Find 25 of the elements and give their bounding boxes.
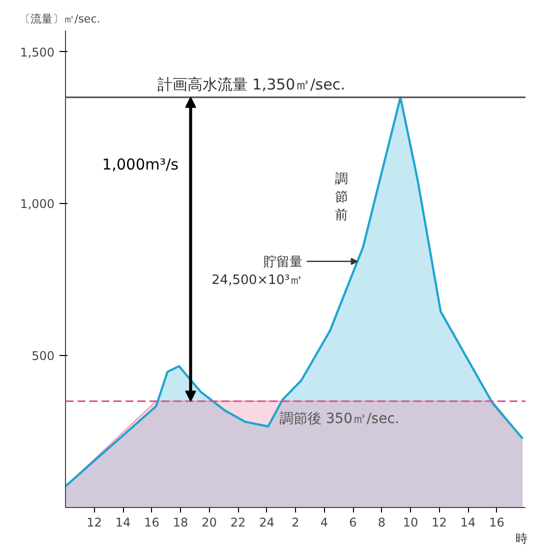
x-tick-label: 6 <box>349 516 357 530</box>
x-tick-label: 4 <box>320 516 328 530</box>
x-tick-label: 24 <box>259 516 274 530</box>
x-tick-label: 14 <box>460 516 476 530</box>
ref-line-label: 計画高水流量 1,350㎥/sec. <box>158 75 346 94</box>
ref-line-label: 調節後 350㎥/sec. <box>279 411 400 428</box>
y-tick-label: 500 <box>32 349 54 364</box>
x-tick-label: 8 <box>378 516 386 530</box>
annotation: 貯留量 24,500×10³㎥ <box>212 254 303 288</box>
x-tick-label: 16 <box>144 516 160 530</box>
x-tick-label: 2 <box>292 516 300 530</box>
x-tick-label: 20 <box>202 516 217 530</box>
y-tick-label: 1,000 <box>20 197 55 212</box>
x-axis-title: 時 <box>516 532 528 545</box>
annotation: 1,000m³/s <box>102 155 179 174</box>
x-tick-label: 14 <box>115 516 131 530</box>
annotation: 調節前 <box>335 172 348 223</box>
x-tick-label: 22 <box>230 516 246 530</box>
y-tick-label: 1,500 <box>20 45 55 60</box>
x-tick-label: 12 <box>86 516 102 530</box>
x-tick-label: 10 <box>402 516 418 530</box>
x-tick-label: 18 <box>172 516 188 530</box>
x-tick-label: 16 <box>489 516 504 530</box>
x-tick-label: 12 <box>432 516 447 530</box>
y-axis-title: 〔流量〕㎥/sec. <box>20 12 100 26</box>
